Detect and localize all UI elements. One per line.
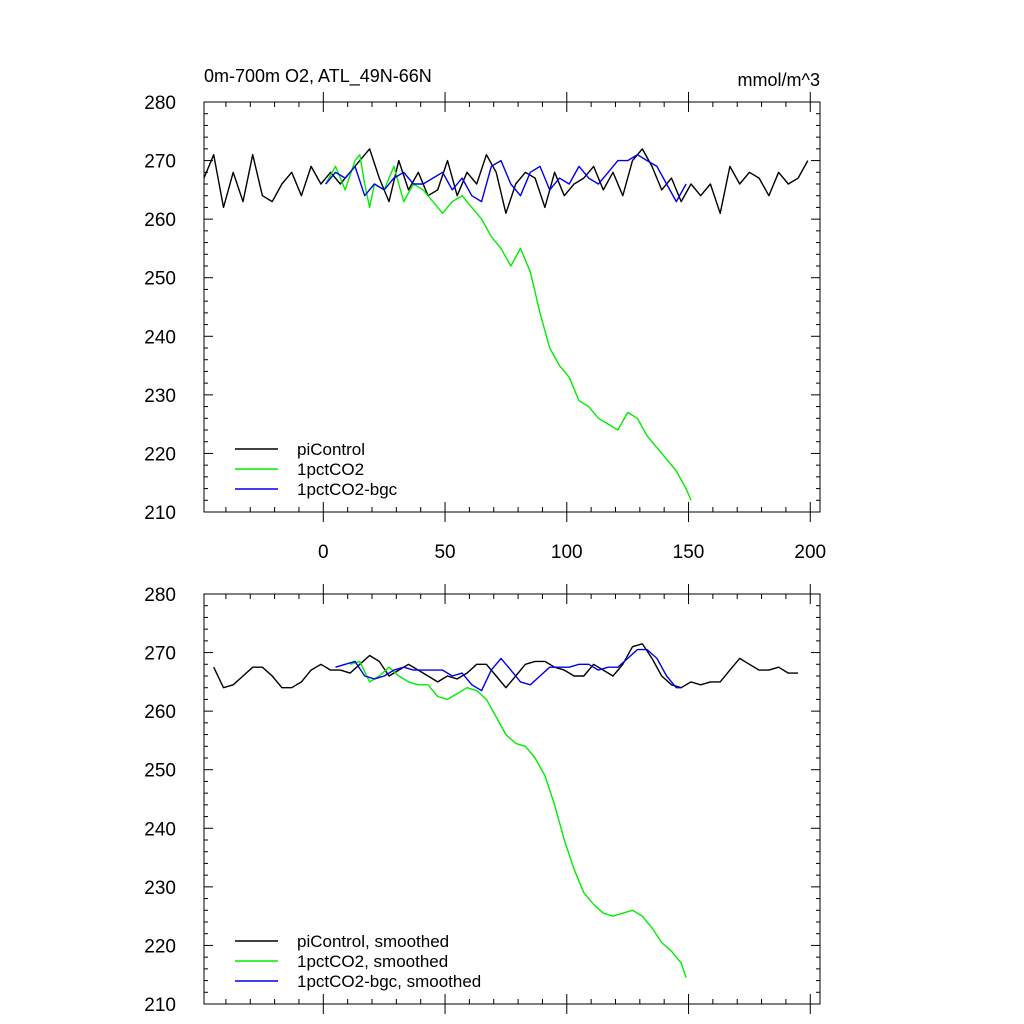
y-tick-label: 240 [144,327,176,348]
bottom-chart-panel: 210 220 230 240 250 260 270 280 piControl, smoo… [144,584,821,1016]
legend-label: piControl, smoothed [297,932,449,951]
legend-label: piControl [297,440,365,459]
legend-label: 1pctCO2 [297,460,364,479]
y-axis-tick-labels: 210 220 230 240 250 260 270 280 [144,93,176,524]
units-label: mmol/m^3 [738,70,820,90]
chart-title: 0m-700m O2, ATL_49N-66N [204,66,432,87]
legend-label: 1pctCO2, smoothed [297,952,448,971]
legend-label: 1pctCO2-bgc, smoothed [297,972,481,991]
x-tick-label: 150 [673,542,705,563]
y-tick-label: 230 [144,878,176,899]
y-tick-label: 230 [144,386,176,407]
x-tick-label: 0 [318,542,329,563]
legend-label: 1pctCO2-bgc [297,480,398,499]
y-tick-label: 210 [144,503,176,524]
y-axis-tick-labels: 210 220 230 240 250 260 270 280 [144,585,176,1016]
series-line-1 [213,643,799,689]
series-line-2 [349,660,687,978]
series-line-2 [325,153,692,501]
y-tick-label: 260 [144,210,176,231]
plot-lines [213,643,799,978]
x-axis-tick-labels: 0 50 100 150 200 [318,542,826,563]
y-tick-label: 240 [144,819,176,840]
x-tick-label: 50 [434,542,455,563]
y-tick-label: 260 [144,702,176,723]
y-tick-label: 270 [144,644,176,665]
y-tick-label: 280 [144,93,176,114]
y-tick-label: 210 [144,995,176,1016]
series-line-3 [325,153,687,203]
y-tick-label: 280 [144,585,176,606]
plot-lines [203,148,809,501]
y-tick-label: 250 [144,269,176,290]
series-line-3 [335,648,682,692]
y-tick-label: 220 [144,444,176,465]
x-tick-label: 100 [551,542,583,563]
y-tick-label: 250 [144,761,176,782]
y-tick-label: 220 [144,936,176,957]
x-tick-label: 200 [794,542,826,563]
plot-frame [203,101,821,513]
plot-frame [203,593,821,1005]
series-line-1 [203,148,809,215]
y-tick-label: 270 [144,152,176,173]
axis-ticks [204,92,820,522]
axis-ticks [204,584,820,1014]
top-chart-panel: 0m-700m O2, ATL_49N-66N mmol/m^3 2102202… [144,66,826,563]
